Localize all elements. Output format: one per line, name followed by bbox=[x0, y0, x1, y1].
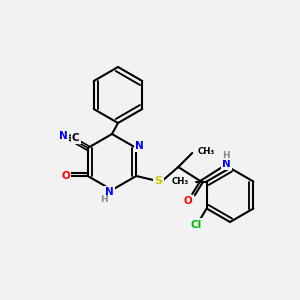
Text: N: N bbox=[105, 187, 113, 197]
Text: H: H bbox=[100, 196, 108, 205]
Text: S: S bbox=[154, 176, 162, 186]
Text: CH₃: CH₃ bbox=[197, 146, 214, 155]
Text: O: O bbox=[184, 196, 193, 206]
Text: H: H bbox=[222, 151, 230, 160]
Text: C: C bbox=[72, 133, 80, 143]
Text: Cl: Cl bbox=[191, 220, 202, 230]
Text: N: N bbox=[222, 159, 231, 169]
Text: CH₃: CH₃ bbox=[171, 177, 189, 186]
Text: N: N bbox=[59, 131, 68, 141]
Text: N: N bbox=[135, 141, 144, 151]
Text: O: O bbox=[61, 171, 70, 181]
